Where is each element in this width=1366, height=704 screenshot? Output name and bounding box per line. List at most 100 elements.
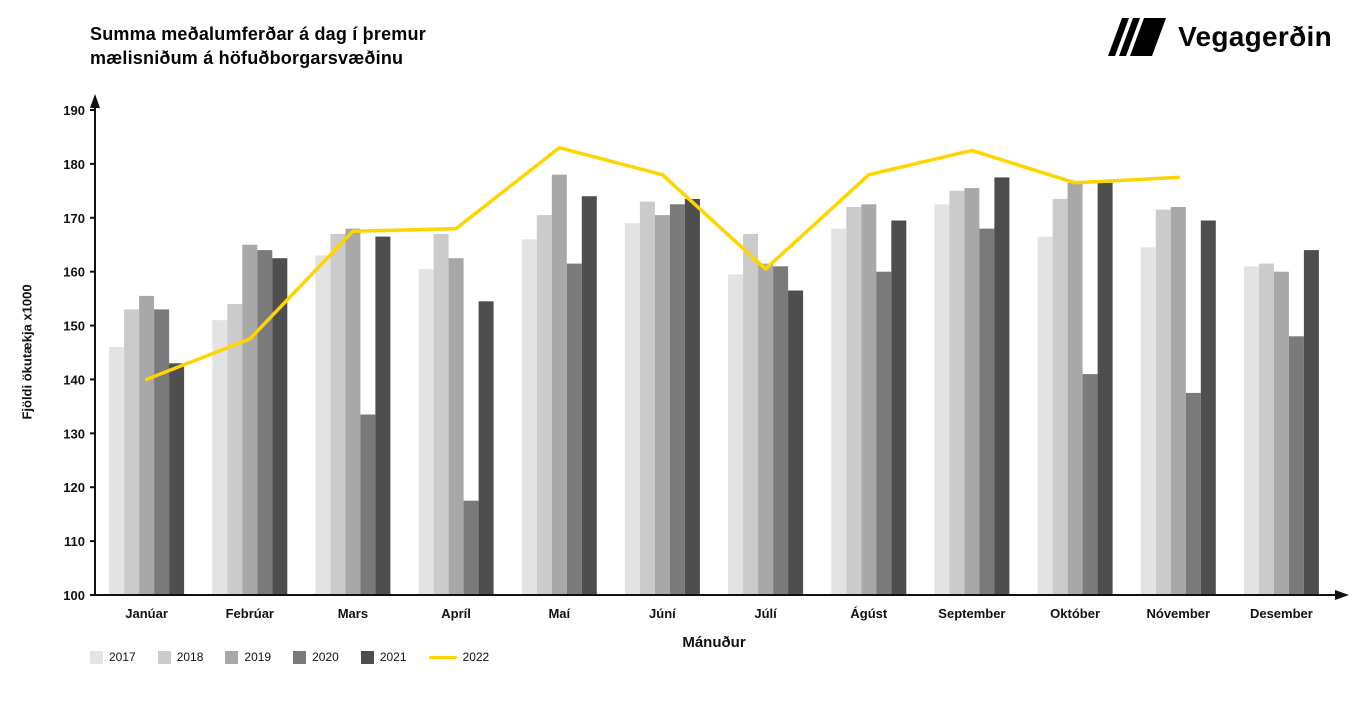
- x-axis-title: Mánuður: [682, 634, 746, 651]
- legend-item-2022: 2022: [428, 650, 490, 664]
- bar-2020-Maí: [566, 263, 582, 595]
- x-category-label-Nóvember: Nóvember: [1147, 606, 1211, 621]
- x-category-label-Apríl: Apríl: [441, 606, 471, 621]
- bar-2017-Október: [1037, 236, 1053, 595]
- y-tick-label: 120: [63, 480, 85, 495]
- legend-item-2017: 2017: [90, 650, 136, 664]
- bar-2017-Nóvember: [1140, 247, 1156, 595]
- bar-2019-Mars: [345, 228, 361, 595]
- bar-2017-September: [934, 204, 950, 596]
- y-tick-label: 130: [63, 426, 85, 441]
- x-category-label-Mars: Mars: [338, 606, 368, 621]
- vegagerdin-logo-icon: [1108, 18, 1167, 56]
- bar-2020-Desember: [1288, 336, 1304, 595]
- bar-2018-Október: [1052, 198, 1068, 595]
- chart-legend: 2017 2018 2019 2020 2021 2022: [90, 650, 489, 664]
- bar-2020-Febrúar: [257, 250, 273, 595]
- y-axis-arrow: [90, 94, 100, 108]
- y-tick-label: 140: [63, 372, 85, 387]
- bar-2019-Desember: [1273, 271, 1289, 595]
- legend-item-2020: 2020: [293, 650, 339, 664]
- bar-2017-Apríl: [418, 269, 434, 595]
- bar-2021-Febrúar: [272, 258, 288, 595]
- bar-2020-Apríl: [463, 500, 479, 595]
- bar-2019-Nóvember: [1170, 207, 1186, 595]
- bar-2021-Janúar: [169, 363, 185, 595]
- x-category-label-Janúar: Janúar: [125, 606, 168, 621]
- legend-color-swatch-2019: [225, 650, 239, 664]
- bar-2017-Desember: [1243, 266, 1259, 595]
- bar-2018-Febrúar: [227, 304, 243, 595]
- legend-label-2019: 2019: [244, 650, 272, 664]
- bar-2019-Febrúar: [242, 244, 258, 595]
- bar-2019-Júní: [654, 215, 670, 595]
- bar-2018-Maí: [536, 215, 552, 595]
- chart-title: Summa meðalumferðar á dag í þremur mælis…: [90, 22, 426, 71]
- legend-color-swatch-2020: [293, 650, 307, 664]
- x-category-label-Júní: Júní: [649, 606, 676, 621]
- bar-2018-Desember: [1258, 263, 1274, 595]
- bar-2017-Mars: [315, 255, 331, 595]
- line-2022: [144, 145, 1181, 382]
- bar-2021-Júlí: [788, 290, 804, 595]
- bar-2021-September: [994, 177, 1010, 595]
- bar-2019-Maí: [551, 174, 567, 595]
- bar-2017-Ágúst: [831, 228, 847, 595]
- bar-2019-Apríl: [448, 258, 464, 595]
- bar-2017-Febrúar: [212, 320, 228, 595]
- bar-2018-Ágúst: [846, 207, 862, 595]
- bar-2021-Ágúst: [891, 220, 907, 595]
- brand-logo: Vegagerðin: [1108, 18, 1332, 56]
- bar-2021-Desember: [1303, 250, 1319, 595]
- x-category-label-September: September: [938, 606, 1005, 621]
- bar-2017-Janúar: [109, 347, 125, 595]
- bar-2020-Nóvember: [1185, 392, 1201, 595]
- legend-label-2020: 2020: [312, 650, 339, 664]
- bar-2018-Janúar: [124, 309, 140, 595]
- bar-2017-Júlí: [728, 274, 744, 595]
- x-category-label-Ágúst: Ágúst: [850, 606, 888, 621]
- legend-label-2022: 2022: [462, 650, 490, 664]
- bar-2021-Nóvember: [1200, 220, 1216, 595]
- legend-label-2021: 2021: [379, 650, 407, 664]
- bar-2020-Júlí: [773, 266, 789, 595]
- bar-2019-Júlí: [758, 263, 774, 595]
- x-category-label-Desember: Desember: [1250, 606, 1313, 621]
- bar-2020-Júní: [669, 204, 685, 596]
- x-category-label-Febrúar: Febrúar: [226, 606, 274, 621]
- bar-2021-Maí: [581, 196, 597, 595]
- y-tick-label: 190: [63, 103, 85, 118]
- bar-2019-September: [964, 188, 980, 595]
- bar-2021-Apríl: [478, 301, 494, 595]
- y-tick-label: 150: [63, 319, 85, 334]
- bar-2018-September: [949, 190, 965, 596]
- chart-title-line1: Summa meðalumferðar á dag í þremur: [90, 24, 426, 44]
- bar-2020-Janúar: [154, 309, 170, 595]
- bar-2018-Mars: [330, 233, 346, 595]
- bar-2017-Júní: [624, 223, 640, 595]
- y-tick-label: 180: [63, 157, 85, 172]
- legend-item-2018: 2018: [157, 650, 203, 664]
- legend-line-swatch-2022: [428, 655, 457, 659]
- bar-2018-Júlí: [743, 233, 759, 595]
- bar-2018-Júní: [639, 201, 655, 595]
- y-axis-title: Fjöldi ökutækja x1000: [19, 284, 35, 420]
- x-axis-arrow: [1335, 590, 1349, 600]
- legend-item-2019: 2019: [225, 650, 271, 664]
- bar-2021-Júní: [684, 198, 700, 595]
- y-tick-label: 160: [63, 265, 85, 280]
- bar-2020-September: [979, 228, 995, 595]
- bar-2021-Október: [1097, 182, 1113, 596]
- bar-2019-Ágúst: [861, 204, 877, 596]
- bar-2017-Maí: [521, 239, 537, 596]
- legend-color-swatch-2021: [360, 650, 374, 664]
- y-tick-label: 170: [63, 211, 85, 226]
- y-tick-label: 100: [63, 588, 85, 603]
- bar-2019-Október: [1067, 182, 1083, 596]
- chart-title-line2: mælisniðum á höfuðborgarsvæðinu: [90, 48, 404, 69]
- legend-label-2017: 2017: [109, 650, 136, 664]
- bar-2020-Mars: [360, 414, 376, 595]
- legend-color-swatch-2017: [90, 650, 103, 664]
